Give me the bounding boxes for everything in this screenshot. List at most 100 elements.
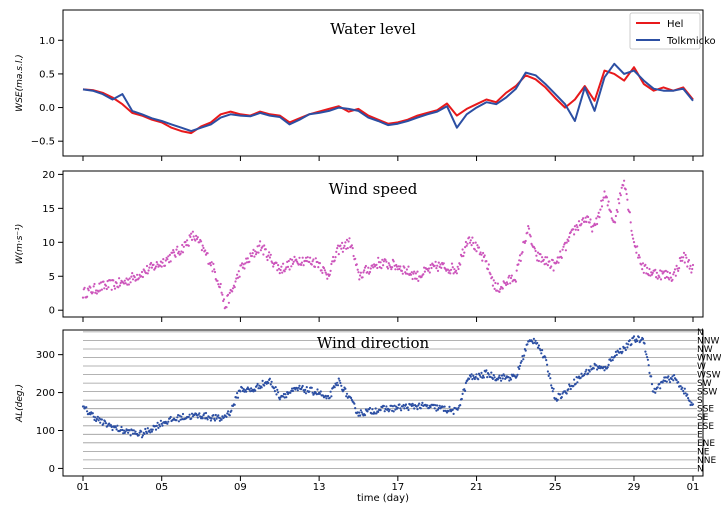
wind-direction-point [93,418,96,421]
wind-direction-point [426,404,429,407]
wind-direction-point [438,404,441,407]
wind-direction-point [345,392,349,395]
wind-speed-point [687,259,691,262]
wind-speed-point [320,269,323,272]
wind-speed-point [690,271,693,274]
wind-direction-point [585,368,588,371]
wind-direction-point [664,379,667,383]
wind-direction-point [480,371,483,374]
wind-speed-point [405,268,408,271]
wind-speed-point [289,258,292,261]
wind-direction-point [340,384,343,387]
wind-direction-point [177,420,180,423]
wind-direction-point [218,419,221,422]
wind-speed-point [671,278,674,281]
wind-direction-point [549,377,552,380]
wind-speed-point [363,266,367,269]
wind-direction-point [499,377,502,380]
wind-direction-point [445,411,449,414]
wind-speed-point [683,261,686,264]
wind-speed-point [565,241,568,244]
wind-direction-point [486,376,489,379]
wind-speed-point [162,258,165,261]
wind-speed-point [341,241,344,244]
wind-speed-point [174,255,177,258]
wind-direction-point [91,412,94,415]
wind-speed-point [324,271,327,274]
wind-direction-point [180,415,183,418]
wind-speed-point [457,267,460,271]
wind-direction-point [518,364,522,367]
wind-speed-point [373,263,376,266]
wind-direction-point [550,384,553,387]
wind-direction-point [420,403,423,407]
wind-speed-point [674,274,677,277]
wind-direction-point [128,429,131,432]
wind-speed-point [102,280,105,283]
wind-direction-point [418,402,421,405]
wind-speed-point [427,269,430,272]
wind-direction-point [89,413,92,416]
wind-speed-point [161,261,164,264]
wind-speed-point [312,258,315,261]
wind-speed-point [546,264,550,267]
wind-speed-point [436,264,439,267]
wind-direction-point [540,352,543,355]
wind-speed-point [395,265,399,268]
wind-speed-point [263,244,266,247]
direction-label: SSW [697,388,717,398]
wind-direction-point [471,378,474,381]
wind-speed-point [350,244,353,247]
wind-speed-point [277,267,281,270]
wind-direction-point [491,377,494,380]
wind-direction-point [155,424,158,427]
wind-direction-point [289,391,292,394]
wind-speed-point [527,225,530,228]
wind-speed-point [495,289,499,292]
wind-direction-point [96,415,99,418]
wind-speed-point [546,256,549,259]
wind-speed-point [574,228,577,231]
wind-speed-point [150,261,153,265]
wind-direction-point [310,386,313,389]
wind-speed-point [191,230,194,233]
wind-speed-point [450,268,453,271]
wind-direction-point [689,403,692,407]
wind-direction-point [327,394,330,398]
wind-direction-point [290,389,293,392]
wind-speed-point [464,246,467,249]
wind-direction-point [282,395,285,398]
wind-direction-point [544,356,547,359]
wind-direction-point [690,401,693,404]
wind-direction-point [104,422,108,425]
wind-speed-point [644,263,647,266]
wind-speed-point [580,222,583,225]
direction-label: NW [697,345,713,355]
wind-direction-point [269,383,272,386]
wind-speed-point [213,268,216,271]
wind-direction-point [108,422,111,425]
wind-direction-point [150,428,153,431]
wind-direction-point [375,412,378,415]
wind-speed-point [264,248,267,251]
wind-direction-point [212,414,215,417]
wind-speed-point [346,247,349,250]
wind-speed-point [629,221,632,224]
wind-direction-point [357,414,360,417]
wind-speed-point [92,285,95,288]
wind-speed-point [195,237,199,241]
wind-speed-point [381,258,384,261]
wind-speed-point [591,230,594,233]
wind-direction-point [507,376,510,379]
wind-speed-point [666,270,669,273]
wind-direction-point [140,430,143,433]
direction-label: WNW [697,354,721,364]
wind-direction-point [565,392,568,395]
wind-direction-point [257,387,260,390]
wind-speed-point [615,208,618,212]
wind-direction-point [503,374,506,377]
wind-speed-point [668,271,672,275]
wind-direction-point [382,404,385,408]
wind-speed-point [557,261,560,264]
wind-direction-point [86,410,89,413]
